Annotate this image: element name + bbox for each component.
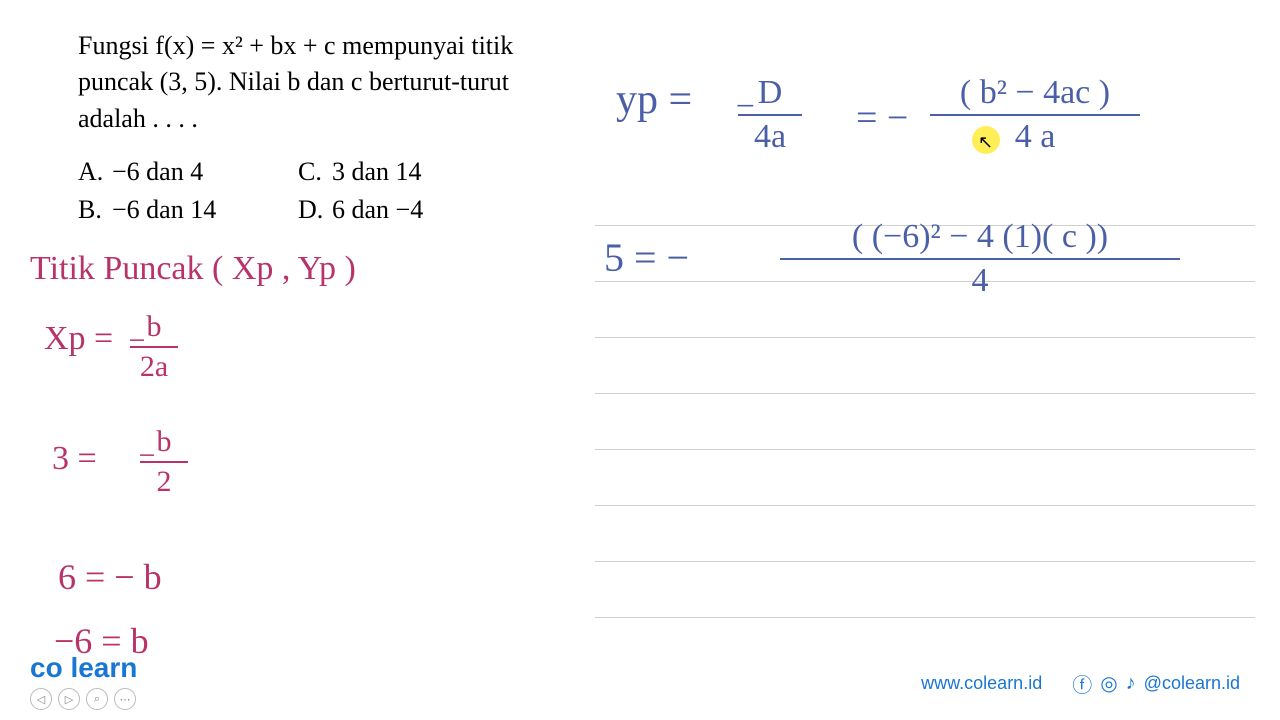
hw-yp-frac1: −D 4a <box>738 74 802 156</box>
hw-5-frac: ( (−6)² − 4 (1)( c )) 4 <box>780 218 1180 300</box>
answer-options: A.−6 dan 4 C.3 dan 14 B.−6 dan 14 D.6 da… <box>78 157 568 225</box>
question-text: Fungsi f(x) = x² + bx + c mempunyai titi… <box>78 28 568 137</box>
prev-icon[interactable]: ◁ <box>30 688 52 710</box>
hw-6-eq: 6 = − b <box>58 556 162 598</box>
hw-yp-frac2: ( b² − 4ac ) 4 a <box>930 74 1140 156</box>
hw-yp-mid: = − <box>856 96 908 140</box>
tiktok-icon[interactable]: ♪ <box>1126 672 1136 695</box>
search-icon[interactable]: ⌕ <box>86 688 108 710</box>
social-handle: @colearn.id <box>1144 673 1240 694</box>
hw-5-left: 5 = − <box>604 234 689 281</box>
play-icon[interactable]: ▷ <box>58 688 80 710</box>
more-icon[interactable]: ⋯ <box>114 688 136 710</box>
hw-title: Titik Puncak ( Xp , Yp ) <box>30 250 356 288</box>
hw-yp-left: yp = <box>616 76 692 124</box>
logo-area: co learn ◁ ▷ ⌕ ⋯ <box>30 652 137 710</box>
question-line-2: puncak (3, 5). Nilai b dan c berturut-tu… <box>78 67 509 96</box>
question-line-1: Fungsi f(x) = x² + bx + c mempunyai titi… <box>78 31 513 60</box>
instagram-icon[interactable]: ◎ <box>1100 671 1117 696</box>
option-a: A.−6 dan 4 <box>78 157 278 187</box>
footer-url: www.colearn.id <box>921 673 1042 694</box>
option-b: B.−6 dan 14 <box>78 195 278 225</box>
hw-3-left: 3 = <box>52 440 97 478</box>
hw-xp-fraction: −b 2a <box>130 310 178 384</box>
brand-logo: co learn <box>30 652 137 684</box>
option-d: D.6 dan −4 <box>298 195 498 225</box>
facebook-icon[interactable]: ⓕ <box>1072 669 1092 698</box>
social-icons: ⓕ ◎ ♪ @colearn.id <box>1072 669 1240 698</box>
footer-right: www.colearn.id ⓕ ◎ ♪ @colearn.id <box>921 669 1240 698</box>
hw-xp-left: Xp = <box>44 320 113 358</box>
question-line-3: adalah . . . . <box>78 104 198 133</box>
option-c: C.3 dan 14 <box>298 157 498 187</box>
question-block: Fungsi f(x) = x² + bx + c mempunyai titi… <box>78 28 568 225</box>
hw-3-fraction: −b 2 <box>140 425 188 499</box>
cursor-icon: ↖ <box>978 132 993 153</box>
player-controls: ◁ ▷ ⌕ ⋯ <box>30 688 137 710</box>
